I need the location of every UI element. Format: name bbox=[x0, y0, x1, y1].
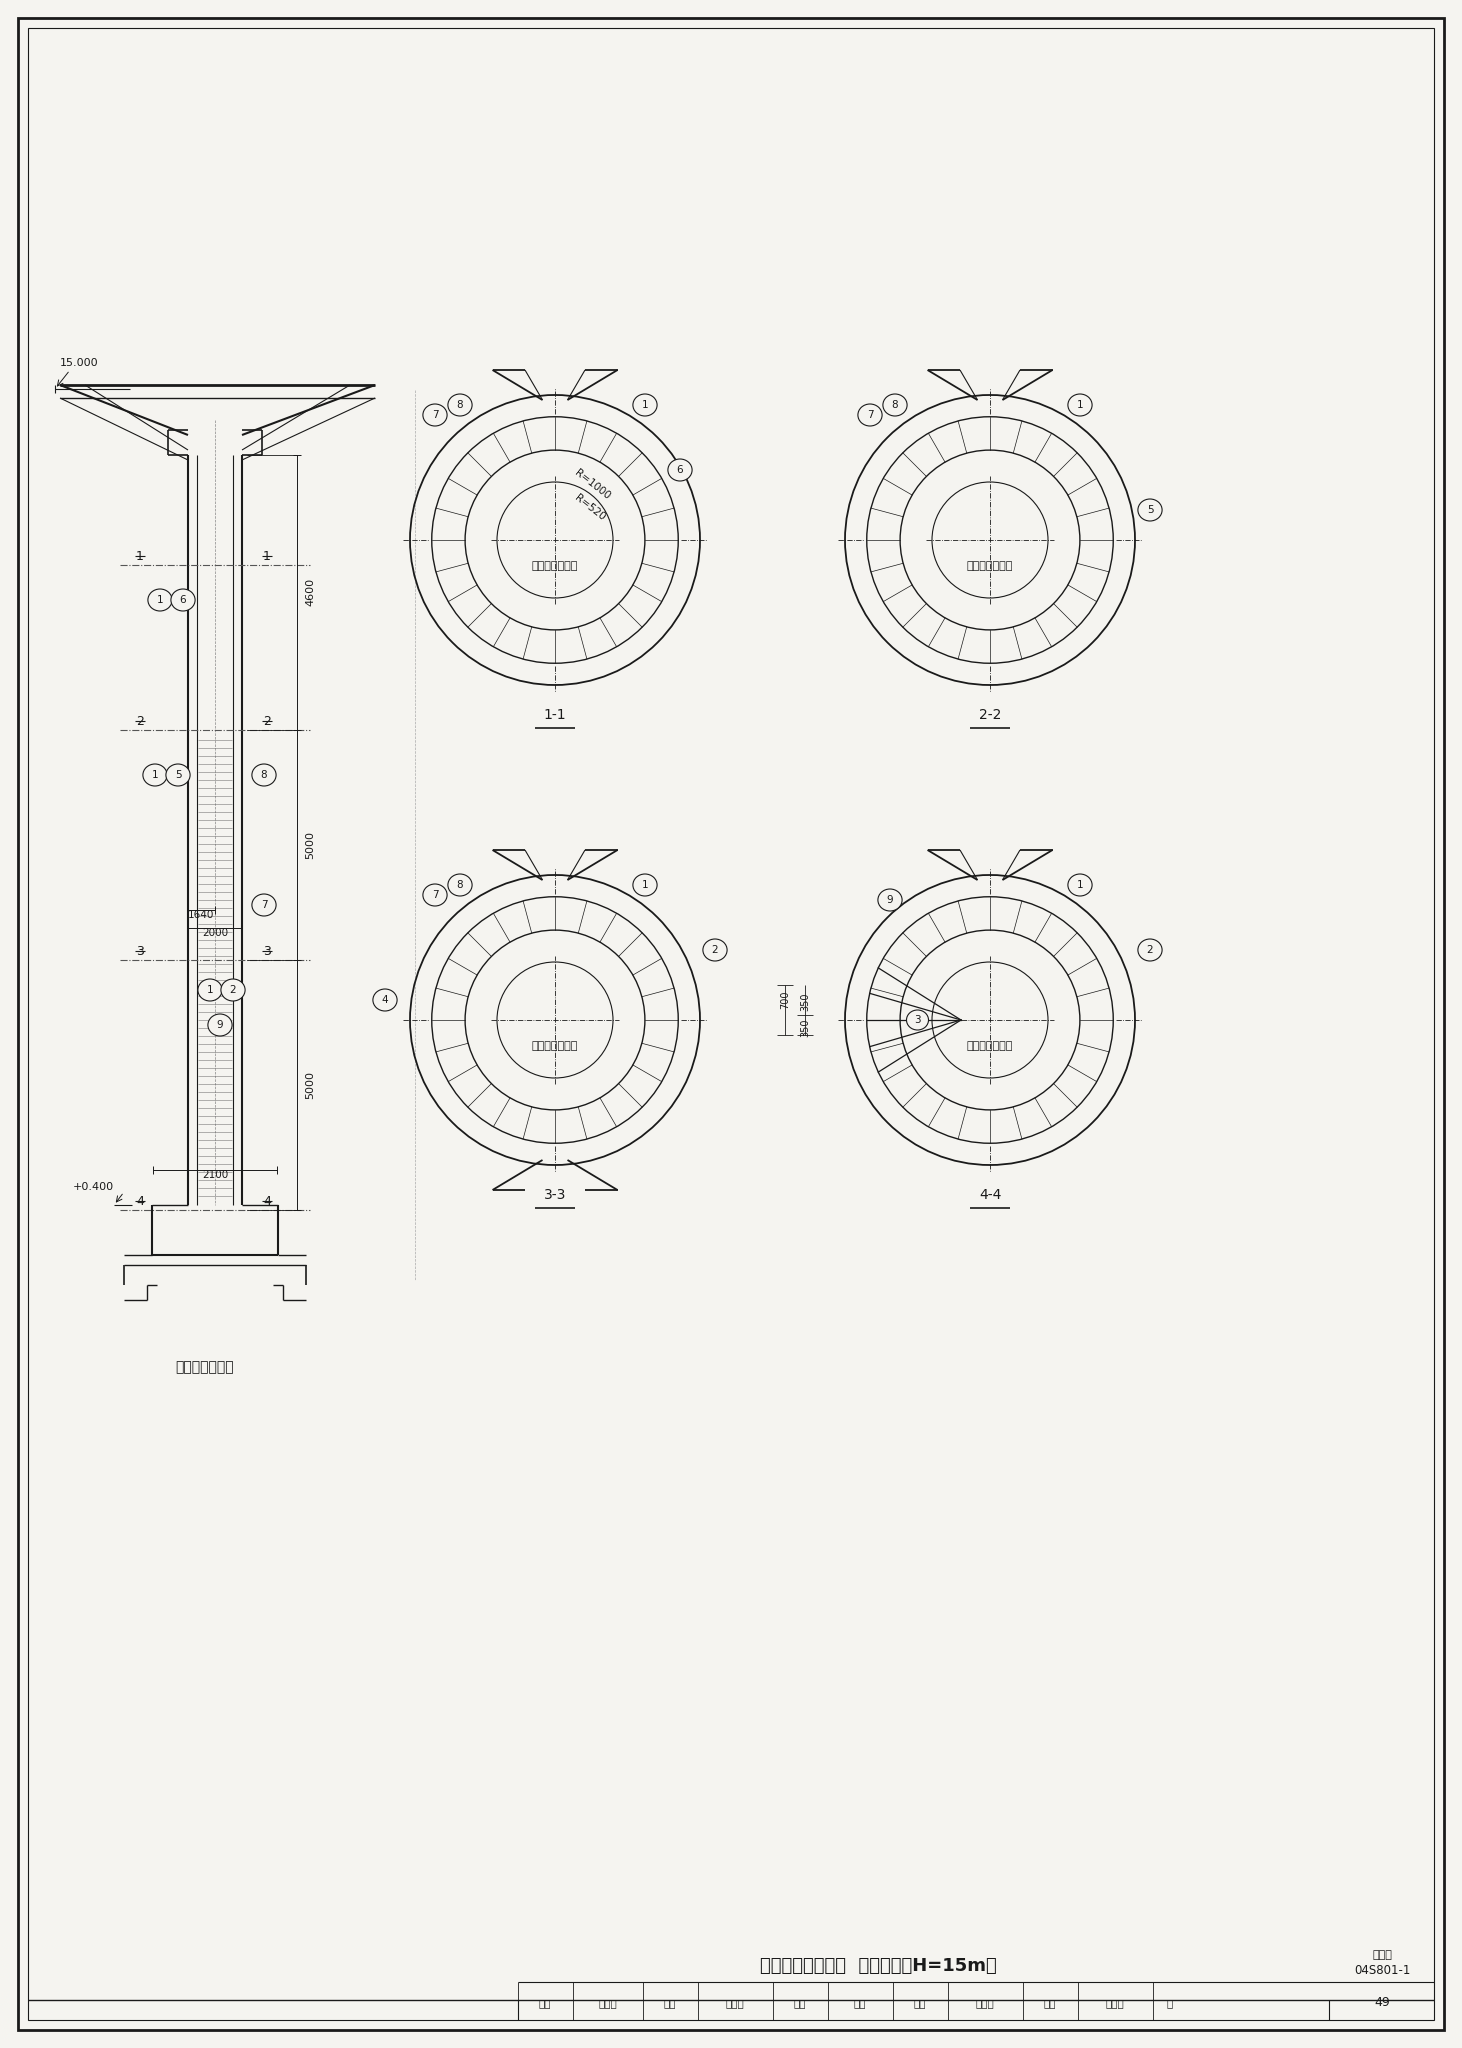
Text: 350: 350 bbox=[800, 1018, 810, 1036]
Text: 3: 3 bbox=[263, 944, 270, 958]
Ellipse shape bbox=[423, 403, 447, 426]
Text: 15.000: 15.000 bbox=[60, 358, 98, 369]
Text: 4-4: 4-4 bbox=[980, 1188, 1001, 1202]
Text: 图集号: 图集号 bbox=[1371, 1950, 1392, 1960]
Text: 1: 1 bbox=[156, 596, 164, 604]
Text: 9: 9 bbox=[216, 1020, 224, 1030]
Text: 兼作防雷引下线: 兼作防雷引下线 bbox=[532, 1040, 577, 1051]
Text: 页: 页 bbox=[1167, 1999, 1173, 2007]
Ellipse shape bbox=[143, 764, 167, 786]
Text: 审定: 审定 bbox=[1044, 1999, 1056, 2007]
Text: 8: 8 bbox=[260, 770, 268, 780]
Text: 1: 1 bbox=[642, 399, 648, 410]
Text: 8: 8 bbox=[892, 399, 898, 410]
Text: +0.400: +0.400 bbox=[73, 1182, 114, 1192]
Text: 兼作防雷引下线: 兼作防雷引下线 bbox=[966, 1040, 1013, 1051]
Text: 1: 1 bbox=[206, 985, 213, 995]
Ellipse shape bbox=[633, 393, 656, 416]
Text: 4: 4 bbox=[382, 995, 389, 1006]
Ellipse shape bbox=[906, 1010, 928, 1030]
Ellipse shape bbox=[633, 874, 656, 897]
Ellipse shape bbox=[251, 895, 276, 915]
Ellipse shape bbox=[1067, 874, 1092, 897]
Text: 4: 4 bbox=[263, 1194, 270, 1208]
Text: 6: 6 bbox=[180, 596, 186, 604]
Text: 5: 5 bbox=[174, 770, 181, 780]
Text: 兼作防雷引下线: 兼作防雷引下线 bbox=[532, 561, 577, 571]
Text: 8: 8 bbox=[456, 399, 463, 410]
Text: 支筒结构图（一）  （现浇方案H=15m）: 支筒结构图（一） （现浇方案H=15m） bbox=[760, 1958, 997, 1974]
Text: 审核: 审核 bbox=[539, 1999, 551, 2007]
Text: 2000: 2000 bbox=[202, 928, 228, 938]
Ellipse shape bbox=[197, 979, 222, 1001]
Text: 陈绍泓: 陈绍泓 bbox=[725, 1999, 744, 2007]
Text: 1: 1 bbox=[1076, 881, 1083, 891]
Ellipse shape bbox=[668, 459, 692, 481]
Text: 9: 9 bbox=[886, 895, 893, 905]
Text: 1-1: 1-1 bbox=[544, 709, 566, 723]
Text: 2100: 2100 bbox=[202, 1169, 228, 1180]
Text: 1: 1 bbox=[642, 881, 648, 891]
Text: 04S801-1: 04S801-1 bbox=[1354, 1964, 1411, 1976]
Text: 2: 2 bbox=[1146, 944, 1154, 954]
Ellipse shape bbox=[373, 989, 398, 1012]
Ellipse shape bbox=[447, 874, 472, 897]
Text: 何迅: 何迅 bbox=[854, 1999, 867, 2007]
Text: 校对: 校对 bbox=[664, 1999, 677, 2007]
Ellipse shape bbox=[171, 590, 194, 610]
Text: 1: 1 bbox=[263, 551, 270, 563]
Ellipse shape bbox=[703, 938, 727, 961]
Text: 1: 1 bbox=[152, 770, 158, 780]
Text: 尹平容: 尹平容 bbox=[975, 1999, 994, 2007]
Text: 设计: 设计 bbox=[914, 1999, 927, 2007]
Text: 6: 6 bbox=[677, 465, 683, 475]
Text: 4600: 4600 bbox=[306, 578, 314, 606]
Text: 7: 7 bbox=[260, 899, 268, 909]
Ellipse shape bbox=[877, 889, 902, 911]
Text: 2: 2 bbox=[263, 715, 270, 727]
Text: 2: 2 bbox=[136, 715, 143, 727]
Text: 2-2: 2-2 bbox=[980, 709, 1001, 723]
Text: 5000: 5000 bbox=[306, 831, 314, 858]
Text: R=1000: R=1000 bbox=[573, 469, 611, 502]
Text: 2: 2 bbox=[230, 985, 237, 995]
Ellipse shape bbox=[1137, 938, 1162, 961]
Text: 兼作防雷引下线: 兼作防雷引下线 bbox=[966, 561, 1013, 571]
Text: 7: 7 bbox=[431, 891, 439, 899]
Ellipse shape bbox=[221, 979, 246, 1001]
Text: 700: 700 bbox=[781, 991, 789, 1010]
Text: 5: 5 bbox=[1146, 506, 1154, 514]
Text: 3: 3 bbox=[914, 1016, 921, 1024]
Ellipse shape bbox=[423, 885, 447, 905]
Text: 4: 4 bbox=[136, 1194, 143, 1208]
Text: 1: 1 bbox=[1076, 399, 1083, 410]
Text: 3: 3 bbox=[136, 944, 143, 958]
Ellipse shape bbox=[148, 590, 173, 610]
Text: 3-3: 3-3 bbox=[544, 1188, 566, 1202]
Text: 8: 8 bbox=[456, 881, 463, 891]
Ellipse shape bbox=[1137, 500, 1162, 520]
Ellipse shape bbox=[883, 393, 906, 416]
Text: 7: 7 bbox=[867, 410, 873, 420]
Text: 1: 1 bbox=[136, 551, 143, 563]
Text: 7: 7 bbox=[431, 410, 439, 420]
Ellipse shape bbox=[251, 764, 276, 786]
Text: 宋继先: 宋继先 bbox=[598, 1999, 617, 2007]
Ellipse shape bbox=[858, 403, 882, 426]
Text: 尹平容: 尹平容 bbox=[1105, 1999, 1124, 2007]
Ellipse shape bbox=[447, 393, 472, 416]
Ellipse shape bbox=[208, 1014, 232, 1036]
Text: 5000: 5000 bbox=[306, 1071, 314, 1100]
Text: R=520: R=520 bbox=[573, 494, 607, 522]
Text: 49: 49 bbox=[1374, 1997, 1390, 2009]
Text: 1640: 1640 bbox=[187, 909, 215, 920]
Text: 2: 2 bbox=[712, 944, 718, 954]
Text: 支筒配筋剖面图: 支筒配筋剖面图 bbox=[175, 1360, 234, 1374]
Ellipse shape bbox=[1067, 393, 1092, 416]
Text: 符迅: 符迅 bbox=[794, 1999, 806, 2007]
Ellipse shape bbox=[165, 764, 190, 786]
Text: 350: 350 bbox=[800, 993, 810, 1012]
